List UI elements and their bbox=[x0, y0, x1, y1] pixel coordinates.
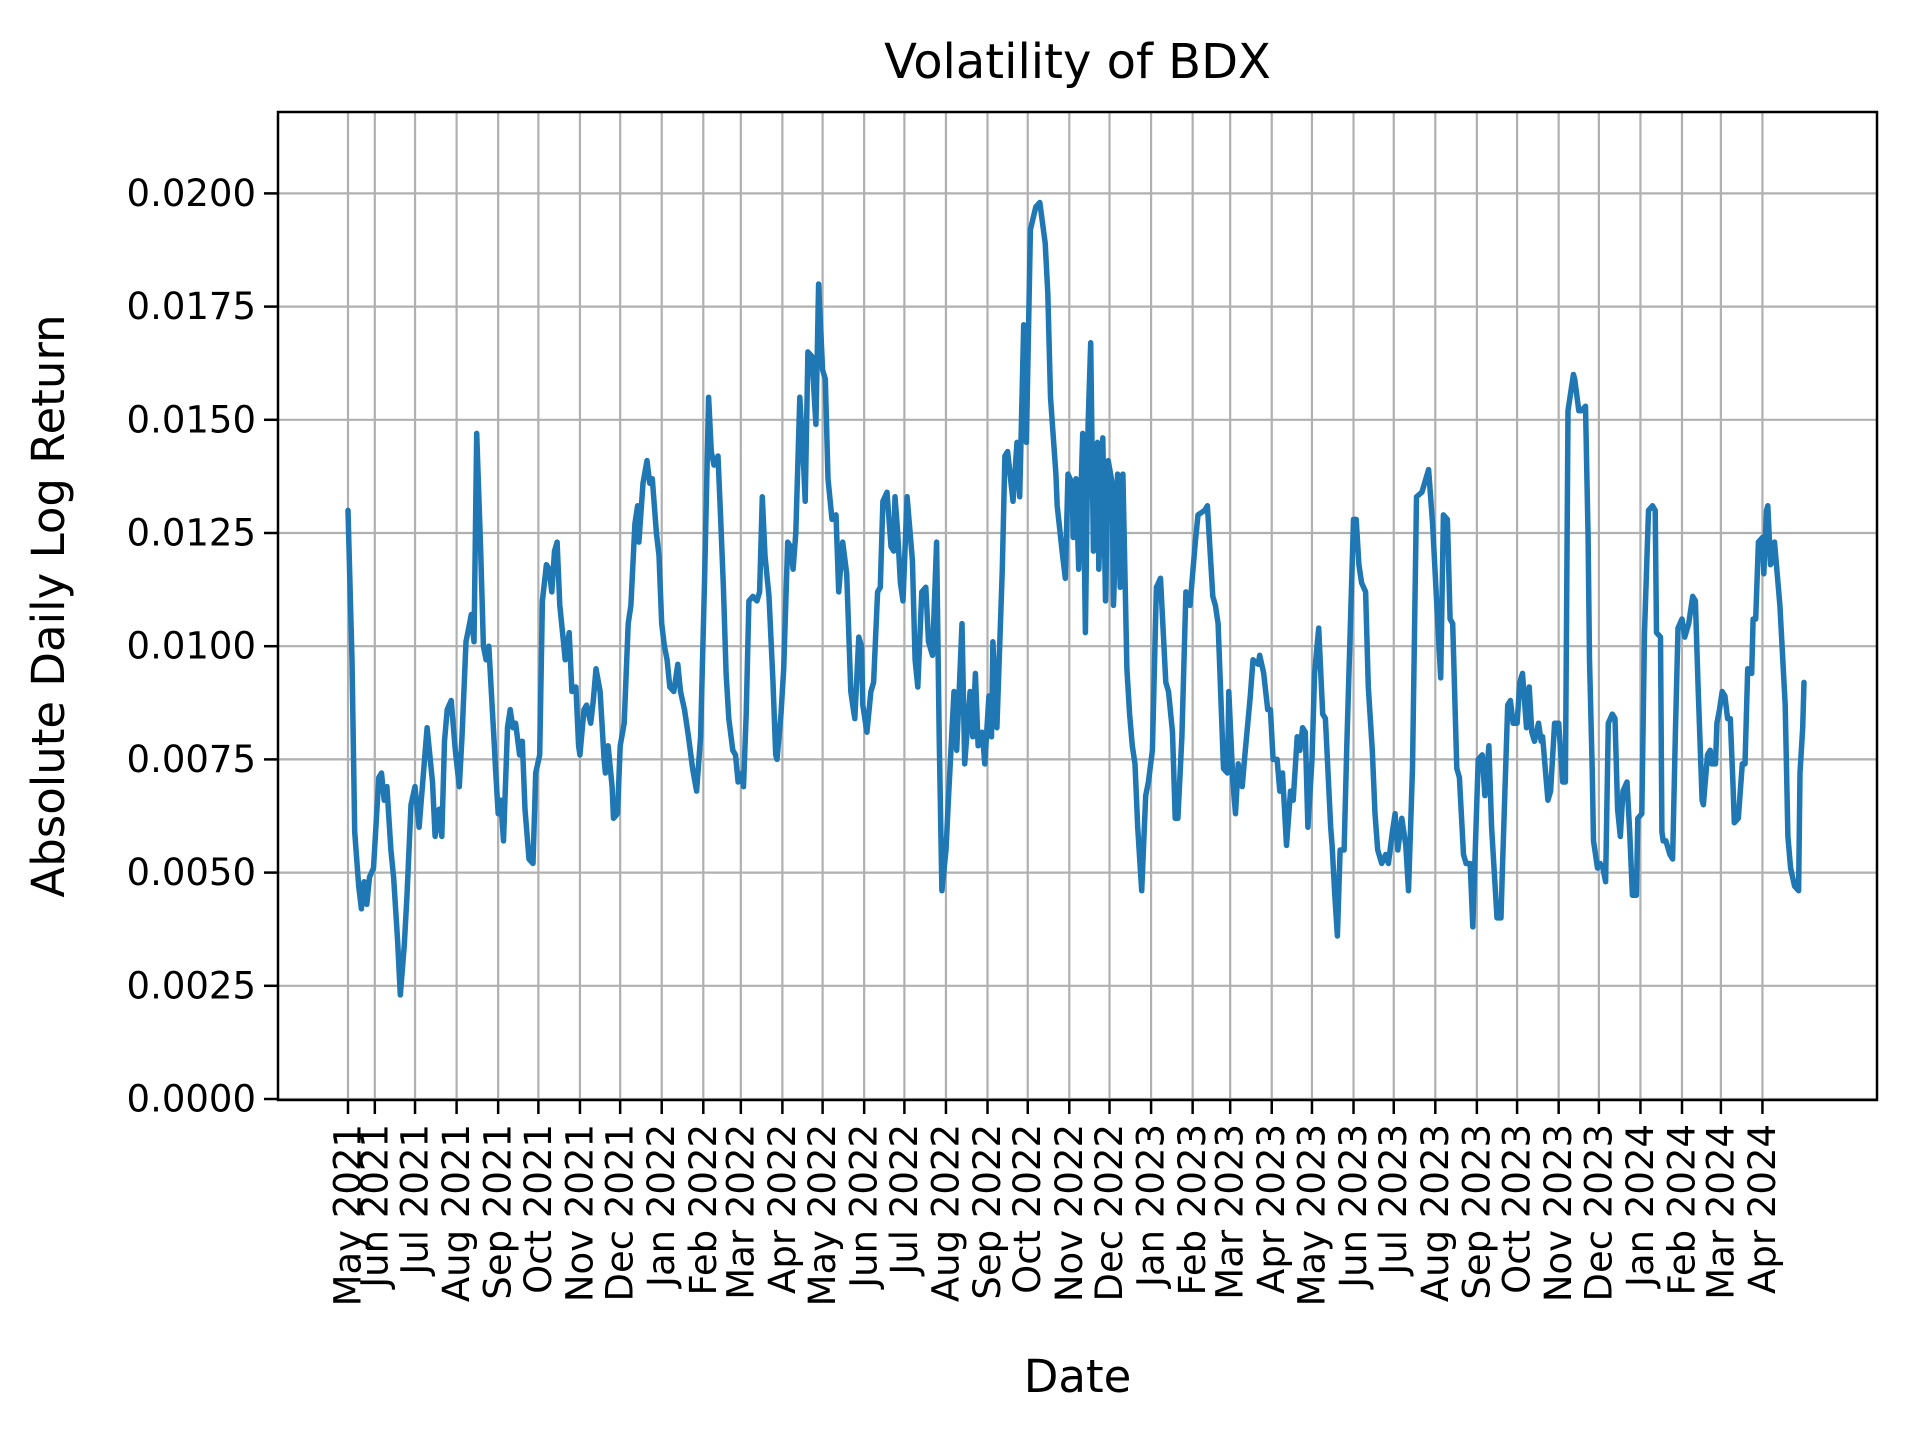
y-tick-label: 0.0125 bbox=[127, 512, 256, 555]
x-tick-label: Apr 2024 bbox=[1741, 1124, 1784, 1294]
x-tick-label: Jul 2022 bbox=[883, 1124, 926, 1277]
x-tick-label: Nov 2022 bbox=[1048, 1124, 1091, 1302]
x-tick-label: Apr 2022 bbox=[761, 1124, 804, 1294]
x-axis-label: Date bbox=[1024, 1350, 1132, 1403]
x-tick-label: Jun 2022 bbox=[843, 1124, 886, 1290]
x-tick-label: Nov 2023 bbox=[1537, 1124, 1580, 1302]
x-tick-label: Feb 2022 bbox=[682, 1124, 725, 1295]
y-tick-label: 0.0025 bbox=[127, 964, 256, 1007]
x-tick-label: Dec 2021 bbox=[599, 1124, 642, 1302]
x-tick-label: Nov 2021 bbox=[558, 1124, 601, 1302]
x-tick-label: Mar 2022 bbox=[719, 1124, 762, 1300]
y-tick-label: 0.0050 bbox=[127, 851, 256, 894]
y-tick-label: 0.0000 bbox=[127, 1078, 256, 1121]
x-tick-label: Oct 2022 bbox=[1006, 1124, 1049, 1294]
x-tick-label: Aug 2023 bbox=[1414, 1124, 1457, 1302]
x-tick-label: Dec 2022 bbox=[1088, 1124, 1131, 1302]
y-tick-label: 0.0150 bbox=[127, 398, 256, 441]
x-tick-label: Jan 2024 bbox=[1619, 1124, 1662, 1289]
x-tick-label: Oct 2021 bbox=[517, 1124, 560, 1294]
x-tick-label: Oct 2023 bbox=[1496, 1124, 1539, 1294]
x-tick-label: Mar 2024 bbox=[1699, 1124, 1742, 1300]
data-line bbox=[345, 199, 1807, 998]
x-tick-label: Jul 2023 bbox=[1372, 1124, 1415, 1277]
x-tick-label: May 2021 bbox=[327, 1124, 370, 1306]
x-tick-label: Aug 2021 bbox=[435, 1124, 478, 1302]
x-tick-label: Sep 2021 bbox=[477, 1124, 520, 1300]
x-tick-label: Mar 2023 bbox=[1209, 1124, 1252, 1300]
y-tick-label: 0.0100 bbox=[127, 625, 256, 668]
y-tick-label: 0.0075 bbox=[127, 738, 256, 781]
x-tick-label: Sep 2022 bbox=[966, 1124, 1009, 1300]
x-tick-label: Apr 2023 bbox=[1250, 1124, 1293, 1294]
x-tick-label: Jan 2022 bbox=[640, 1124, 683, 1289]
y-tick-label: 0.0175 bbox=[127, 285, 256, 328]
x-tick-label: Feb 2023 bbox=[1171, 1124, 1214, 1295]
plot-border bbox=[276, 110, 1879, 1102]
x-tick-label: Aug 2022 bbox=[924, 1124, 967, 1302]
y-axis-label: Absolute Daily Log Return bbox=[22, 314, 75, 897]
chart-title: Volatility of BDX bbox=[884, 34, 1271, 90]
x-tick-label: May 2022 bbox=[801, 1124, 844, 1306]
x-tick-label: Jun 2023 bbox=[1332, 1124, 1375, 1290]
x-tick-label: Dec 2023 bbox=[1577, 1124, 1620, 1302]
x-tick-label: Feb 2024 bbox=[1660, 1124, 1703, 1295]
x-tick-label: Sep 2023 bbox=[1455, 1124, 1498, 1300]
x-tick-label: May 2023 bbox=[1290, 1124, 1333, 1306]
x-tick-label: Jul 2021 bbox=[394, 1124, 437, 1277]
x-tick-label: Jun 2021 bbox=[353, 1124, 396, 1290]
y-tick-label: 0.0200 bbox=[127, 172, 256, 215]
x-tick-label: Jan 2023 bbox=[1130, 1124, 1173, 1289]
